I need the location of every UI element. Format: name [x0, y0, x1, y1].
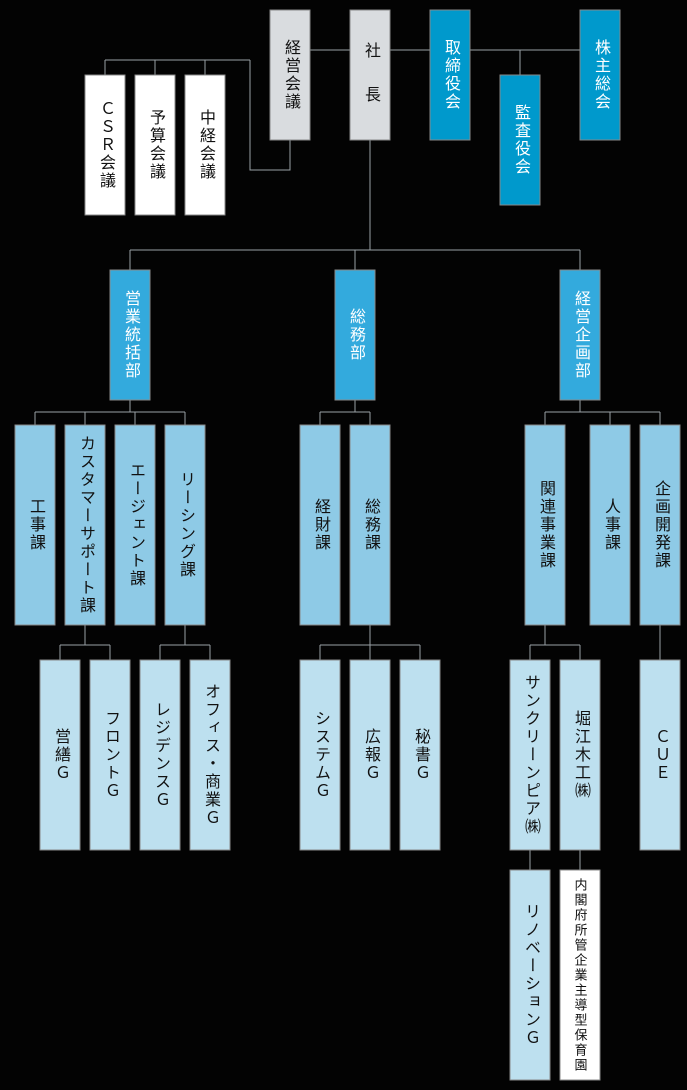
box-residence_g: レジデンスＧ: [140, 660, 180, 850]
box-kansa: 監査役会: [500, 75, 540, 205]
box-eigyo_bu: 営業統括部: [110, 270, 150, 400]
box-label-reno_g: リノベーションＧ: [510, 870, 550, 1080]
box-label-shacho: 社 長: [350, 10, 390, 140]
box-label-chukei: 中経会議: [185, 75, 225, 215]
box-office_g: オフィス・商業Ｇ: [190, 660, 230, 850]
box-label-eigyo_bu: 営業統括部: [110, 270, 150, 400]
box-front_g: フロントＧ: [90, 660, 130, 850]
box-kouji: 工事課: [15, 425, 55, 625]
box-label-cs: カスタマーサポート課: [65, 425, 105, 625]
connector-keiei_kaigi-down: [250, 140, 290, 170]
box-system_g: システムＧ: [300, 660, 340, 850]
box-label-jinji_ka: 人事課: [590, 425, 630, 625]
box-label-cue: ＣＵＥ: [640, 660, 680, 850]
box-label-keiei_kaigi: 経営会議: [270, 10, 310, 140]
box-keiei_kaigi: 経営会議: [270, 10, 310, 140]
box-label-front_g: フロントＧ: [90, 660, 130, 850]
box-sunclean: サンクリーンピア㈱: [510, 660, 550, 850]
box-shacho: 社 長: [350, 10, 390, 140]
box-label-hoikuen: 内閣府所管企業主導型保育園: [560, 870, 600, 1080]
box-label-agent: エージェント課: [115, 425, 155, 625]
box-yosan: 予算会議: [135, 75, 175, 215]
box-keiei_bu: 経営企画部: [560, 270, 600, 400]
box-label-torishimari: 取締役会: [430, 10, 470, 140]
box-label-leasing: リーシング課: [165, 425, 205, 625]
box-label-keizai_ka: 経財課: [300, 425, 340, 625]
box-soumu_ka: 総務課: [350, 425, 390, 625]
box-jinji_ka: 人事課: [590, 425, 630, 625]
box-label-csr: ＣＳＲ会議: [85, 75, 125, 215]
box-label-kabunushi: 株主総会: [580, 10, 620, 140]
box-leasing: リーシング課: [165, 425, 205, 625]
box-torishimari: 取締役会: [430, 10, 470, 140]
boxes: 株主総会 取締役会監査役会 社 長経営会議中経会議予算会議ＣＳＲ会議営業統括部 総務部…: [15, 10, 680, 1080]
box-label-soumu_ka: 総務課: [350, 425, 390, 625]
box-kouho_g: 広報Ｇ: [350, 660, 390, 850]
box-label-kanren_ka: 関連事業課: [525, 425, 565, 625]
box-kabunushi: 株主総会: [580, 10, 620, 140]
box-label-horie: 堀江木工㈱: [560, 660, 600, 850]
box-csr: ＣＳＲ会議: [85, 75, 125, 215]
box-hoikuen: 内閣府所管企業主導型保育園: [560, 870, 600, 1080]
box-label-keiei_bu: 経営企画部: [560, 270, 600, 400]
box-label-yosan: 予算会議: [135, 75, 175, 215]
box-label-residence_g: レジデンスＧ: [140, 660, 180, 850]
box-label-system_g: システムＧ: [300, 660, 340, 850]
box-label-kansa: 監査役会: [500, 75, 540, 205]
box-label-kouho_g: 広報Ｇ: [350, 660, 390, 850]
box-label-hisho_g: 秘書Ｇ: [400, 660, 440, 850]
box-agent: エージェント課: [115, 425, 155, 625]
box-cs: カスタマーサポート課: [65, 425, 105, 625]
box-reno_g: リノベーションＧ: [510, 870, 550, 1080]
box-label-office_g: オフィス・商業Ｇ: [190, 660, 230, 850]
box-label-soumu_bu: 総務部: [335, 270, 375, 400]
box-kanren_ka: 関連事業課: [525, 425, 565, 625]
box-label-kouji: 工事課: [15, 425, 55, 625]
box-label-sunclean: サンクリーンピア㈱: [510, 660, 550, 850]
box-keizai_ka: 経財課: [300, 425, 340, 625]
box-label-kikaku_ka: 企画開発課: [640, 425, 680, 625]
box-eizen_g: 営繕Ｇ: [40, 660, 80, 850]
box-soumu_bu: 総務部: [335, 270, 375, 400]
box-kikaku_ka: 企画開発課: [640, 425, 680, 625]
box-horie: 堀江木工㈱: [560, 660, 600, 850]
box-cue: ＣＵＥ: [640, 660, 680, 850]
org-chart: 株主総会 取締役会監査役会 社 長経営会議中経会議予算会議ＣＳＲ会議営業統括部 総務部…: [0, 0, 687, 1090]
box-hisho_g: 秘書Ｇ: [400, 660, 440, 850]
box-label-eizen_g: 営繕Ｇ: [40, 660, 80, 850]
box-chukei: 中経会議: [185, 75, 225, 215]
